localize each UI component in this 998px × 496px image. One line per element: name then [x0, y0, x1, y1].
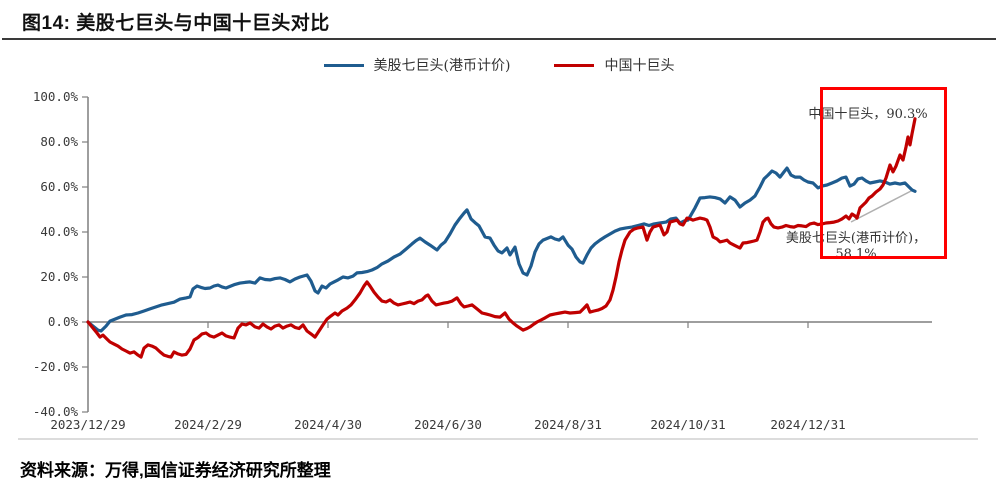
legend-item-china: 中国十巨头	[554, 55, 674, 75]
legend-label-china: 中国十巨头	[604, 58, 675, 74]
annotation-us-line1: 美股七巨头(港币计价)，	[785, 231, 927, 246]
source-note: 资料来源：万得,国信证券经济研究所整理	[20, 461, 331, 480]
annotation-us-value: 美股七巨头(港币计价)， 58.1%	[772, 231, 940, 263]
y-tick-label: -40.0%	[33, 404, 79, 419]
legend-swatch-us	[323, 63, 364, 67]
x-tick-label: 2024/4/30	[294, 417, 362, 432]
title-divider	[2, 38, 996, 40]
y-tick-label: 60.0%	[40, 179, 78, 194]
y-tick-label: 40.0%	[40, 224, 78, 239]
x-tick-label: 2024/2/29	[174, 417, 242, 432]
x-tick-label: 2024/6/30	[414, 417, 482, 432]
chart-legend: 美股七巨头(港币计价) 中国十巨头	[0, 55, 998, 75]
x-tick-label: 2024/12/31	[770, 417, 845, 432]
y-tick-label: 80.0%	[40, 134, 78, 149]
annotation-china-value: 中国十巨头，90.3%	[808, 107, 928, 122]
y-tick-label: 0.0%	[48, 314, 79, 329]
legend-item-us: 美股七巨头(港币计价)	[323, 55, 511, 75]
leader-line	[850, 189, 914, 223]
series-line-china-ten	[86, 117, 917, 359]
y-tick-label: -20.0%	[33, 359, 79, 374]
annotation-us-line2: 58.1%	[835, 247, 877, 262]
x-tick-label: 2024/8/31	[534, 417, 602, 432]
legend-swatch-china	[554, 63, 595, 67]
x-tick-label: 2023/12/29	[50, 417, 125, 432]
y-tick-label: 20.0%	[40, 269, 78, 284]
legend-label-us: 美股七巨头(港币计价)	[373, 58, 511, 74]
series-line-us-mag7	[86, 166, 917, 333]
x-tick-label: 2024/10/31	[650, 417, 725, 432]
y-tick-label: 100.0%	[33, 89, 79, 104]
figure-title: 图14: 美股七巨头与中国十巨头对比	[22, 13, 330, 34]
